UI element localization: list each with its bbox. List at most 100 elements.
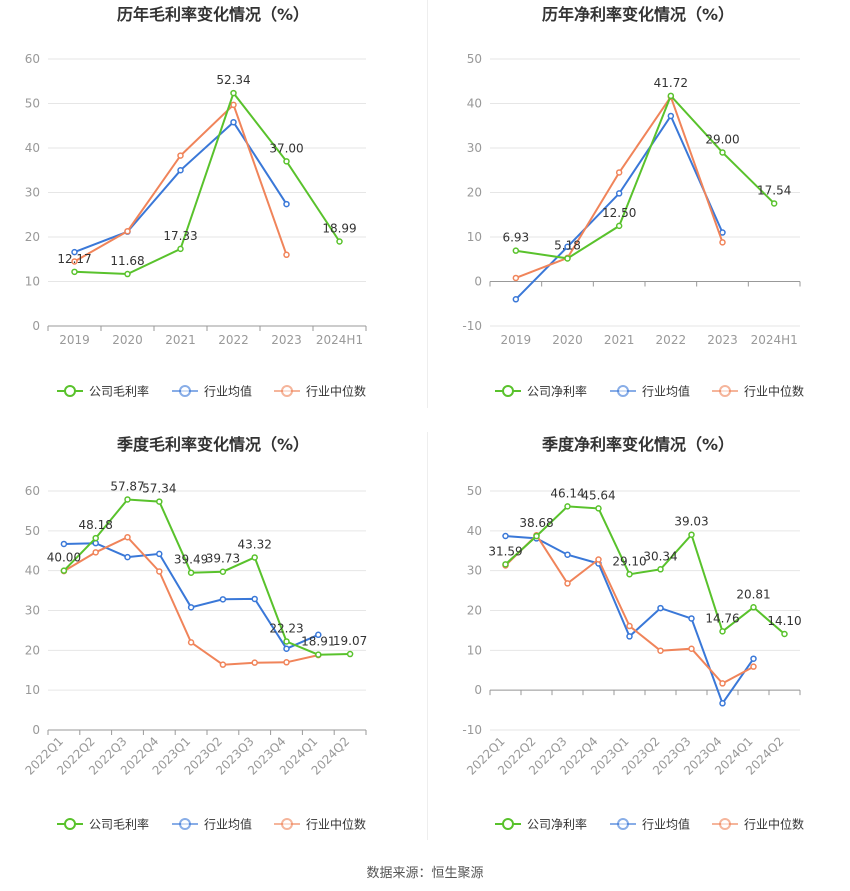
data-label: 38.68 <box>519 516 553 530</box>
data-label: 17.54 <box>757 183 791 197</box>
data-point-company <box>177 245 184 253</box>
legend: 公司毛利率 行业均值 行业中位数 <box>57 384 366 399</box>
chart-panel: 历年净利率变化情况（%） -10 0 10 20 30 40 50 2019 2020 2021 20… <box>462 5 804 399</box>
legend: 公司净利率 行业均值 行业中位数 <box>495 817 804 832</box>
data-point-industry_avg <box>177 167 184 174</box>
data-label: 5.18 <box>554 238 581 252</box>
y-tick-label: 50 <box>25 524 40 538</box>
data-label: 52.34 <box>216 73 250 87</box>
data-label: 29.10 <box>612 554 646 568</box>
data-point-industry_avg <box>564 243 571 251</box>
y-tick-label: 20 <box>25 230 40 244</box>
legend-marker-icon <box>502 385 514 397</box>
legend-label: 行业均值 <box>204 384 252 399</box>
data-point-industry_avg <box>719 700 726 707</box>
data-label: 17.33 <box>163 229 197 243</box>
vertical-divider <box>427 0 428 408</box>
data-point-industry_avg <box>71 248 78 256</box>
x-tick-label: 2023 <box>707 333 738 347</box>
data-point-company <box>657 566 664 573</box>
data-label: 12.17 <box>57 252 91 266</box>
x-tick-label: 2022 <box>218 333 249 347</box>
data-label: 39.03 <box>674 515 708 529</box>
data-label: 45.64 <box>581 488 615 502</box>
y-tick-label: 20 <box>467 604 482 618</box>
data-point-industry_median <box>187 639 195 646</box>
y-tick-label: 30 <box>25 604 40 618</box>
data-label: 12.50 <box>602 206 636 220</box>
legend-marker-icon <box>281 385 293 397</box>
data-point-company <box>564 255 571 262</box>
series-line-industry_median <box>515 94 724 279</box>
data-label: 57.87 <box>110 479 144 493</box>
x-tick-label: 2019 <box>501 333 532 347</box>
x-tick-label: 2024H1 <box>316 333 363 347</box>
data-label: 11.68 <box>110 254 144 268</box>
chart-panel: 季度净利率变化情况（%）-10010203040502022Q12022Q220… <box>462 435 804 832</box>
vertical-divider <box>427 432 428 840</box>
legend: 公司净利率 行业均值 行业中位数 <box>495 384 804 399</box>
y-tick-label: 40 <box>25 141 40 155</box>
y-tick-label: 0 <box>474 683 482 697</box>
data-point-company <box>92 534 99 542</box>
data-point-industry_avg <box>251 595 258 603</box>
chart-title: 季度毛利率变化情况（%） <box>116 435 309 454</box>
data-point-industry_median <box>124 227 131 235</box>
data-point-industry_avg <box>283 645 290 652</box>
data-point-industry_median <box>626 622 633 630</box>
chart-title: 历年毛利率变化情况（%） <box>117 5 309 24</box>
data-point-industry_avg <box>315 631 322 639</box>
y-tick-label: 50 <box>25 97 40 111</box>
legend-item-industry_median: 行业中位数 <box>274 817 366 832</box>
data-point-industry_median <box>750 663 757 670</box>
data-point-industry_avg <box>283 200 290 208</box>
data-point-industry_avg <box>187 604 195 611</box>
data-point-industry_avg <box>156 550 163 558</box>
data-point-industry_median <box>615 169 623 176</box>
data-label: 22.23 <box>269 621 303 635</box>
legend-marker-icon <box>179 818 191 830</box>
y-tick-label: 0 <box>32 723 40 737</box>
data-label: 37.00 <box>269 141 303 155</box>
data-point-company <box>187 569 195 576</box>
series-line-company <box>74 91 341 276</box>
data-point-company <box>533 532 540 540</box>
x-tick-label: 2020 <box>112 333 143 347</box>
data-label: 40.00 <box>47 551 81 565</box>
data-label: 57.34 <box>142 482 176 496</box>
y-tick-label: 20 <box>25 643 40 657</box>
data-point-company <box>750 604 757 611</box>
legend-item-industry_avg: 行业均值 <box>172 384 252 399</box>
data-point-industry_median <box>719 680 726 687</box>
data-label: 31.59 <box>488 544 522 558</box>
y-tick-label: 20 <box>467 186 482 200</box>
x-tick-label: 2023 <box>271 333 302 347</box>
data-point-industry_median <box>219 661 227 668</box>
x-tick-label: 2021 <box>165 333 196 347</box>
legend-item-industry_avg: 行业均值 <box>610 384 690 399</box>
series-line-company <box>63 498 351 656</box>
data-point-industry_avg <box>564 551 571 558</box>
data-point-company <box>71 268 78 276</box>
data-point-industry_avg <box>615 190 623 197</box>
data-point-company <box>219 568 227 575</box>
data-point-industry_median <box>657 647 664 654</box>
legend-item-industry_median: 行业中位数 <box>274 384 366 399</box>
data-point-industry_avg <box>657 604 664 612</box>
data-point-industry_median <box>283 659 290 666</box>
legend-label: 行业中位数 <box>306 817 366 832</box>
data-point-company <box>283 638 290 645</box>
data-point-industry_median <box>251 659 258 666</box>
data-point-industry_avg <box>502 532 509 540</box>
data-point-industry_avg <box>626 633 633 640</box>
data-point-company <box>336 238 343 245</box>
data-label: 46.14 <box>550 486 584 500</box>
legend-item-company: 公司毛利率 <box>57 817 149 832</box>
y-tick-label: 10 <box>467 230 482 244</box>
legend-item-industry_avg: 行业均值 <box>172 817 252 832</box>
x-tick-label: 2022 <box>656 333 687 347</box>
data-label: 20.81 <box>736 587 770 601</box>
data-label: 29.00 <box>705 132 739 146</box>
y-tick-label: 40 <box>25 564 40 578</box>
x-tick-label: 2019 <box>59 333 90 347</box>
